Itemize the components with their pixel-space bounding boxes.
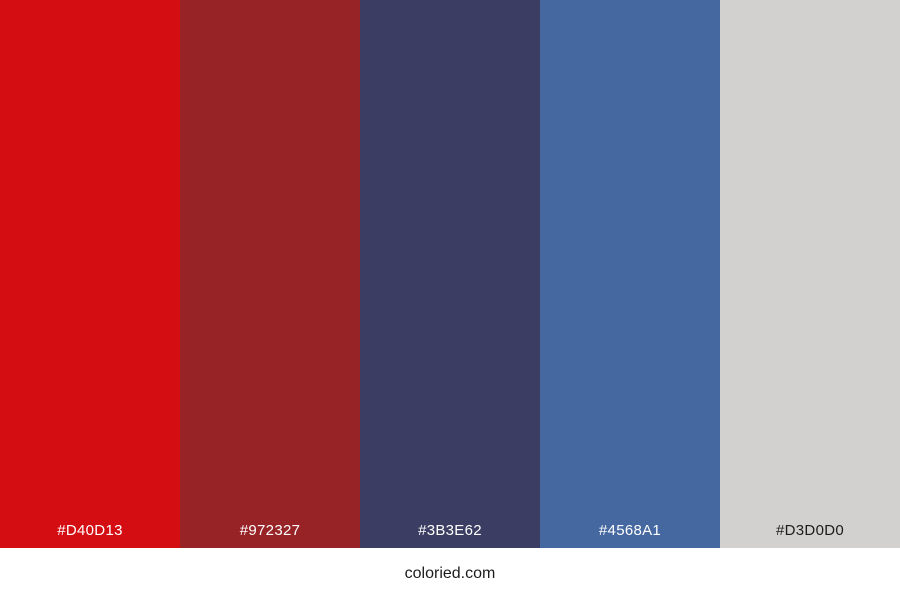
site-label: coloried.com	[404, 565, 496, 582]
color-palette: #D40D13 #972327 #3B3E62 #4568A1 #D3D0D0	[0, 0, 900, 548]
hex-label: #3B3E62	[418, 522, 482, 539]
hex-label: #D40D13	[57, 522, 123, 539]
color-swatch-1[interactable]: #D40D13	[0, 0, 180, 548]
hex-label: #4568A1	[598, 522, 662, 539]
color-swatch-2[interactable]: #972327	[180, 0, 360, 548]
footer: coloried.com	[0, 548, 900, 600]
hex-label: #972327	[239, 522, 301, 539]
color-swatch-4[interactable]: #4568A1	[540, 0, 720, 548]
hex-label: #D3D0D0	[776, 522, 844, 539]
color-swatch-5[interactable]: #D3D0D0	[720, 0, 900, 548]
color-swatch-3[interactable]: #3B3E62	[360, 0, 540, 548]
